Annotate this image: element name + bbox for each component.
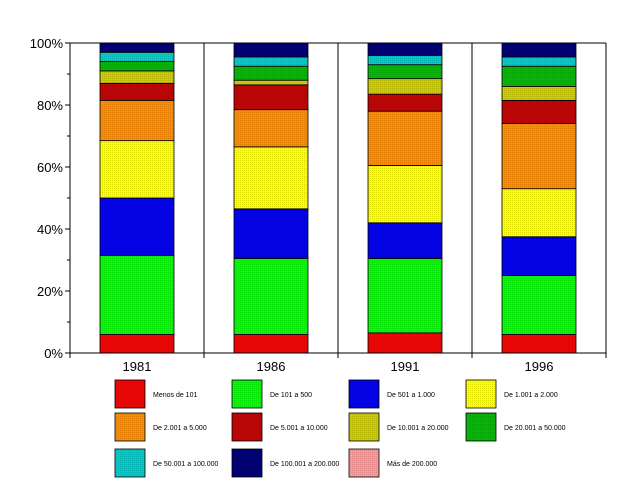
y-tick-label: 80% — [37, 98, 63, 113]
legend-label: De 2.001 a 5.000 — [153, 425, 207, 432]
bar-texture — [234, 56, 308, 67]
bar-texture — [502, 43, 576, 57]
bar-texture — [234, 208, 308, 259]
bar-texture — [502, 56, 576, 67]
bar-texture — [100, 334, 174, 353]
bar-texture — [234, 43, 308, 57]
legend-swatch-texture — [232, 380, 262, 408]
legend: Menos de 101 De 101 a 500 De 501 a 1.000 De… — [114, 379, 566, 478]
legend-label: Menos de 101 — [153, 392, 197, 399]
bar-texture — [368, 222, 442, 259]
bar-texture — [100, 70, 174, 84]
bars — [99, 42, 577, 354]
legend-label: De 10.001 a 20.000 — [387, 425, 449, 432]
bar-texture — [100, 255, 174, 335]
legend-label: De 101 a 500 — [270, 392, 312, 399]
bar-texture — [502, 66, 576, 87]
bar-texture — [368, 332, 442, 353]
x-tick-label: 1981 — [123, 359, 152, 374]
y-tick-label: 100% — [30, 36, 64, 51]
bar-texture — [100, 52, 174, 62]
y-tick-label: 20% — [37, 284, 63, 299]
bar-texture — [502, 123, 576, 189]
bar-texture — [234, 66, 308, 81]
legend-label: De 501 a 1.000 — [387, 392, 435, 399]
legend-label: De 1.001 a 2.000 — [504, 392, 558, 399]
legend-label: De 5.001 a 10.000 — [270, 425, 328, 432]
bar-texture — [234, 80, 308, 85]
legend-swatch-texture — [349, 413, 379, 441]
bar-texture — [234, 258, 308, 335]
bar-texture — [502, 275, 576, 335]
y-tick-label: 0% — [44, 346, 63, 361]
legend-label: Más de 200.000 — [387, 461, 437, 468]
legend-label: De 100.001 a 200.000 — [270, 461, 339, 468]
bar-texture — [234, 146, 308, 209]
bar-texture — [368, 165, 442, 223]
axes: 0% 20% 40% 60% 80% 100% 1981 1986 1991 1996 — [30, 36, 607, 374]
bar-texture — [502, 100, 576, 124]
bar-texture — [368, 43, 442, 56]
legend-label: De 50.001 a 100.000 — [153, 461, 218, 468]
legend-swatch-texture — [232, 449, 262, 477]
y-tick-label: 60% — [37, 160, 63, 175]
legend-swatch-texture — [115, 380, 145, 408]
bar-texture — [100, 43, 174, 53]
legend-swatch-texture — [349, 380, 379, 408]
bar-texture — [100, 100, 174, 141]
y-tick-label: 40% — [37, 222, 63, 237]
bar-texture — [100, 140, 174, 198]
bar-texture — [100, 61, 174, 71]
bar-texture — [368, 111, 442, 166]
legend-swatch-texture — [349, 449, 379, 477]
bar-texture — [368, 55, 442, 65]
bar-texture — [368, 78, 442, 95]
bar-texture — [100, 83, 174, 101]
x-tick-label: 1986 — [257, 359, 286, 374]
x-tick-label: 1996 — [525, 359, 554, 374]
legend-swatch-texture — [466, 380, 496, 408]
bar-texture — [368, 258, 442, 333]
bar-texture — [234, 84, 308, 110]
legend-swatch-texture — [232, 413, 262, 441]
bar-texture — [502, 334, 576, 353]
bar-texture — [368, 94, 442, 112]
bar-texture — [502, 188, 576, 237]
bar-texture — [368, 64, 442, 79]
bar-texture — [502, 86, 576, 101]
legend-swatch-texture — [115, 413, 145, 441]
bar-texture — [502, 236, 576, 276]
legend-label: De 20.001 a 50.000 — [504, 425, 566, 432]
legend-swatch-texture — [115, 449, 145, 477]
legend-swatch-texture — [466, 413, 496, 441]
bar-texture — [234, 109, 308, 147]
bar-texture — [234, 334, 308, 353]
bar-texture — [100, 198, 174, 256]
x-tick-label: 1991 — [391, 359, 420, 374]
